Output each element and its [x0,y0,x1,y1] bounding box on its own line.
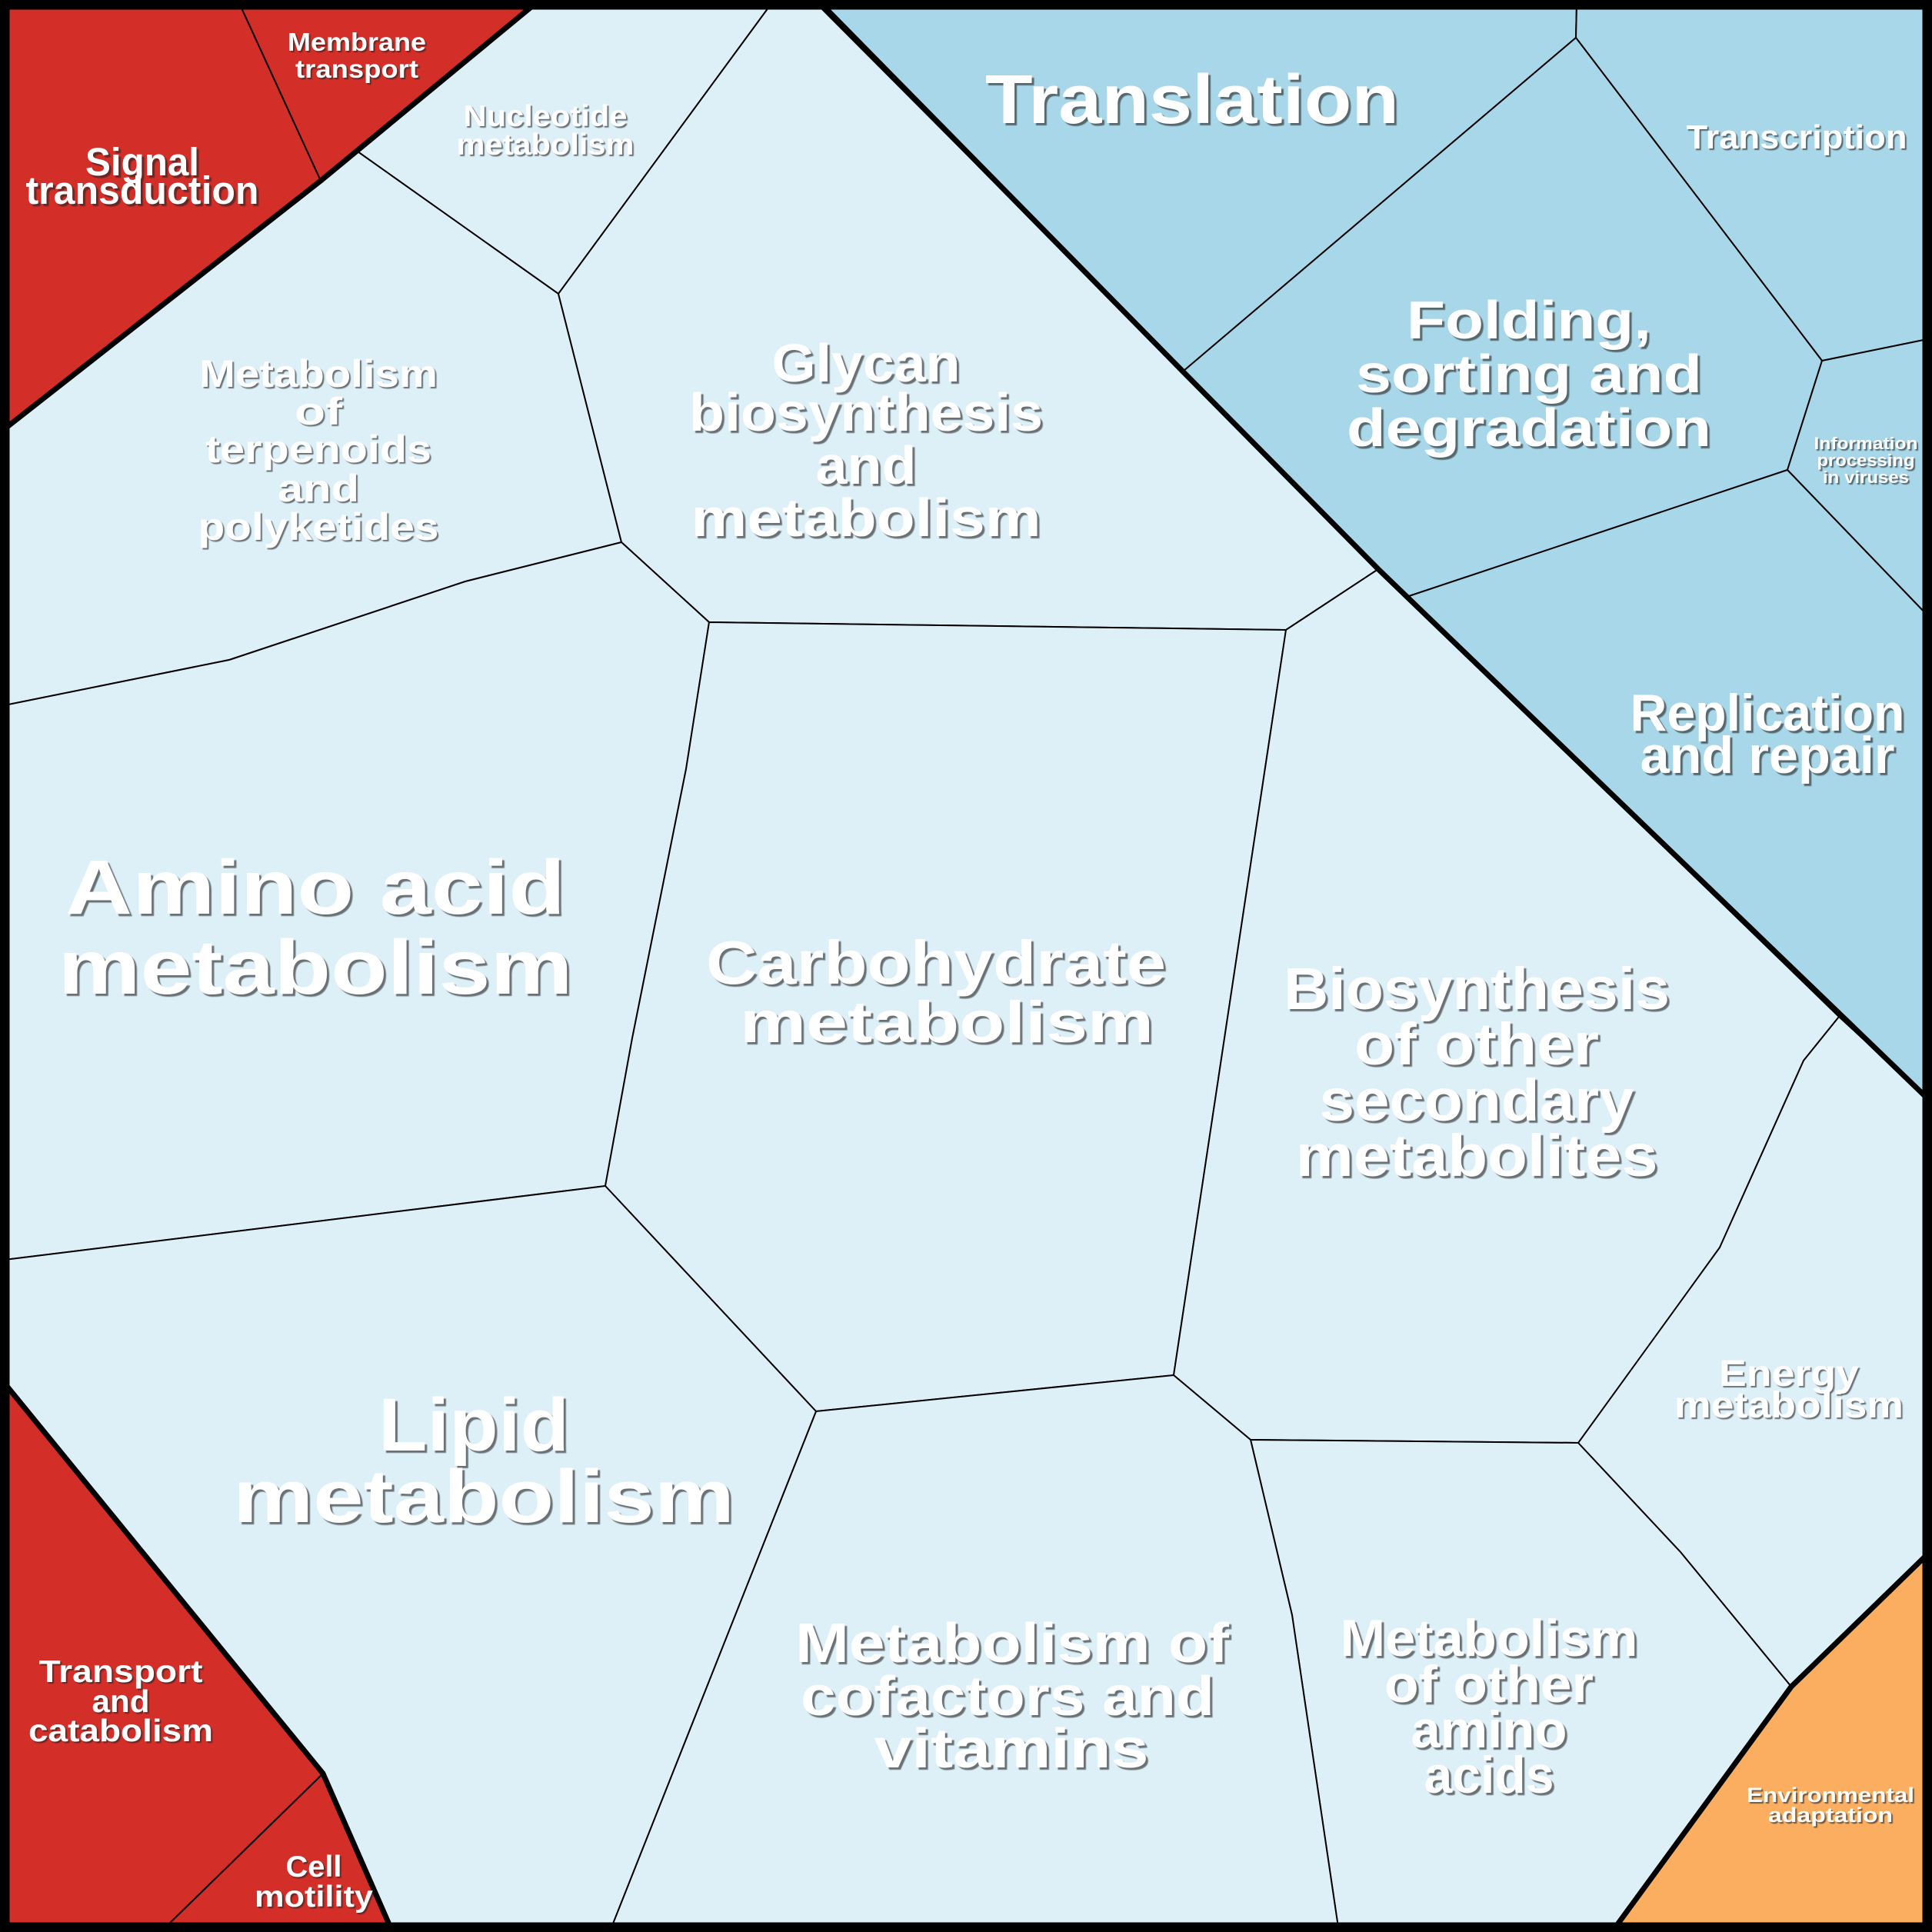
svg-text:of: of [295,390,342,433]
svg-text:metabolism: metabolism [233,1454,734,1538]
svg-text:Metabolism of: Metabolism of [795,1613,1230,1674]
svg-text:Folding,: Folding, [1407,290,1651,350]
svg-text:Metabolism: Metabolism [1341,1609,1638,1667]
svg-text:Amino acid: Amino acid [65,844,565,931]
svg-text:Transcription: Transcription [1687,118,1907,156]
svg-text:transduction: transduction [26,168,259,212]
svg-text:in viruses: in viruses [1823,468,1909,487]
svg-text:Cell: Cell [286,1850,342,1884]
svg-text:Membrane: Membrane [288,28,426,56]
svg-text:Environmental: Environmental [1747,1784,1914,1807]
svg-text:degradation: degradation [1347,398,1711,458]
svg-text:sorting and: sorting and [1356,344,1702,404]
svg-text:Transport: Transport [39,1654,203,1689]
svg-text:metabolism: metabolism [691,488,1041,548]
svg-text:processing: processing [1817,451,1915,470]
svg-text:Signal: Signal [85,140,199,184]
svg-text:of other: of other [1384,1655,1594,1714]
svg-text:metabolism: metabolism [457,128,635,162]
svg-text:terpenoids: terpenoids [205,428,431,471]
svg-text:metabolites: metabolites [1296,1123,1658,1189]
svg-text:and: and [92,1684,150,1719]
svg-text:Glycan: Glycan [772,333,961,393]
svg-text:metabolism: metabolism [1674,1385,1904,1426]
svg-text:Replication: Replication [1631,684,1905,742]
svg-text:vitamins: vitamins [874,1718,1149,1780]
svg-text:adaptation: adaptation [1768,1804,1893,1827]
svg-text:metabolism: metabolism [58,924,573,1011]
svg-text:Energy: Energy [1719,1354,1859,1394]
svg-text:cofactors and: cofactors and [801,1666,1214,1727]
svg-text:polyketides: polyketides [198,505,439,548]
svg-text:transport: transport [295,55,418,83]
svg-text:Carbohydrate: Carbohydrate [706,928,1166,997]
svg-text:and repair: and repair [1641,726,1895,784]
svg-text:Information: Information [1814,434,1918,453]
svg-text:and: and [278,467,359,510]
svg-text:Nucleotide: Nucleotide [464,100,628,133]
svg-text:Translation: Translation [985,62,1399,138]
svg-text:and: and [816,435,917,495]
svg-text:biosynthesis: biosynthesis [689,382,1043,442]
svg-text:metabolism: metabolism [740,990,1154,1055]
svg-text:Biosynthesis: Biosynthesis [1284,956,1670,1022]
svg-text:amino: amino [1411,1700,1567,1759]
svg-text:secondary: secondary [1320,1068,1634,1134]
svg-text:catabolism: catabolism [28,1713,213,1748]
svg-text:acids: acids [1424,1746,1554,1804]
svg-text:motility: motility [255,1880,373,1914]
svg-text:Lipid: Lipid [378,1383,569,1467]
svg-text:of other: of other [1354,1011,1599,1078]
svg-text:Metabolism: Metabolism [199,352,438,395]
